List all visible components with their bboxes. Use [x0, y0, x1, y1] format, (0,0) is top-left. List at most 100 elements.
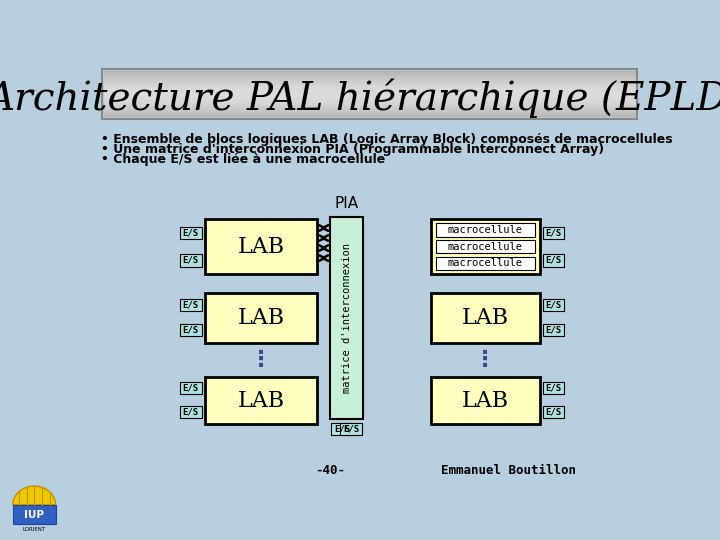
Bar	[104, 103, 636, 104]
Bar	[104, 90, 636, 91]
Text: E/S: E/S	[183, 408, 199, 416]
Bar	[431, 293, 539, 343]
Bar	[431, 219, 539, 274]
Bar	[104, 93, 636, 94]
Bar	[104, 74, 636, 75]
Bar	[104, 102, 636, 103]
Bar	[104, 87, 636, 88]
Bar	[104, 109, 636, 110]
Text: LAB: LAB	[238, 307, 284, 329]
Bar	[104, 113, 636, 114]
Bar	[104, 115, 636, 116]
Text: E/S: E/S	[545, 408, 562, 416]
Bar	[104, 95, 636, 96]
Bar	[104, 111, 636, 112]
Bar	[180, 299, 202, 311]
Bar	[180, 254, 202, 267]
Bar	[104, 101, 636, 102]
Bar	[104, 85, 636, 86]
Bar	[104, 84, 636, 85]
Bar	[180, 406, 202, 418]
Bar	[104, 83, 636, 84]
Text: -40-: -40-	[315, 464, 346, 477]
Bar	[104, 107, 636, 108]
Text: E/S: E/S	[545, 301, 562, 309]
Bar	[104, 73, 636, 74]
Bar	[102, 70, 637, 119]
Wedge shape	[13, 486, 55, 505]
Text: E/S: E/S	[183, 384, 199, 393]
Text: E/S: E/S	[183, 301, 199, 309]
Text: matrice d'interconnexion: matrice d'interconnexion	[341, 243, 351, 393]
Text: E/S: E/S	[183, 325, 199, 334]
Text: macrocellule: macrocellule	[448, 241, 523, 252]
Bar	[341, 423, 362, 435]
Bar	[104, 105, 636, 106]
Bar	[543, 299, 564, 311]
Text: macrocellule: macrocellule	[448, 259, 523, 268]
Text: • Une matrice d'interconnexion PIA (Programmable Interconnect Array): • Une matrice d'interconnexion PIA (Prog…	[101, 143, 604, 156]
Bar	[104, 114, 636, 115]
Text: E/S: E/S	[545, 256, 562, 265]
Bar	[104, 92, 636, 93]
Bar	[104, 80, 636, 81]
Text: • Ensemble de blocs logiques LAB (Logic Array Block) composés de macrocellules: • Ensemble de blocs logiques LAB (Logic …	[101, 132, 672, 146]
Bar	[436, 240, 535, 253]
Bar	[180, 382, 202, 394]
Text: LAB: LAB	[238, 389, 284, 411]
Bar	[104, 110, 636, 111]
Bar	[104, 98, 636, 99]
Text: LAB: LAB	[462, 307, 509, 329]
Bar	[104, 89, 636, 90]
Bar	[104, 86, 636, 87]
Bar	[104, 96, 636, 97]
Bar	[104, 108, 636, 109]
Text: LAB: LAB	[238, 235, 284, 258]
Text: E/S: E/S	[545, 228, 562, 237]
Bar	[204, 219, 317, 274]
Bar	[543, 254, 564, 267]
Bar	[104, 76, 636, 77]
Bar	[104, 116, 636, 117]
Bar	[13, 505, 55, 524]
Bar	[431, 377, 539, 424]
Text: E/S: E/S	[334, 424, 350, 434]
Text: macrocellule: macrocellule	[448, 225, 523, 234]
Text: E/S: E/S	[183, 228, 199, 237]
Bar	[104, 106, 636, 107]
Bar	[180, 323, 202, 336]
Bar	[104, 104, 636, 105]
Bar	[331, 423, 353, 435]
Bar	[330, 217, 363, 419]
Bar	[180, 226, 202, 239]
Bar	[543, 226, 564, 239]
Text: • Chaque E/S est liée à une macrocellule: • Chaque E/S est liée à une macrocellule	[101, 153, 385, 166]
Bar	[104, 94, 636, 95]
Text: ⋮: ⋮	[474, 350, 496, 370]
Bar	[436, 256, 535, 271]
Bar	[104, 77, 636, 78]
Bar	[543, 406, 564, 418]
Bar	[104, 81, 636, 82]
Text: E/S: E/S	[343, 424, 359, 434]
Text: ⋮: ⋮	[250, 350, 272, 370]
Bar	[204, 293, 317, 343]
Bar	[104, 100, 636, 101]
Bar	[543, 382, 564, 394]
Bar	[104, 71, 636, 72]
Text: E/S: E/S	[545, 384, 562, 393]
Text: PIA: PIA	[335, 196, 359, 211]
Bar	[104, 97, 636, 98]
Bar	[436, 222, 535, 237]
Text: LAB: LAB	[462, 389, 509, 411]
Bar	[104, 82, 636, 83]
Bar	[104, 75, 636, 76]
Text: Architecture PAL hiérarchique (EPLD): Architecture PAL hiérarchique (EPLD)	[0, 78, 720, 118]
Bar	[104, 78, 636, 79]
Text: E/S: E/S	[545, 325, 562, 334]
Bar	[104, 72, 636, 73]
Bar	[104, 91, 636, 92]
Bar	[104, 88, 636, 89]
Text: LORIENT: LORIENT	[22, 526, 46, 532]
Bar	[104, 79, 636, 80]
